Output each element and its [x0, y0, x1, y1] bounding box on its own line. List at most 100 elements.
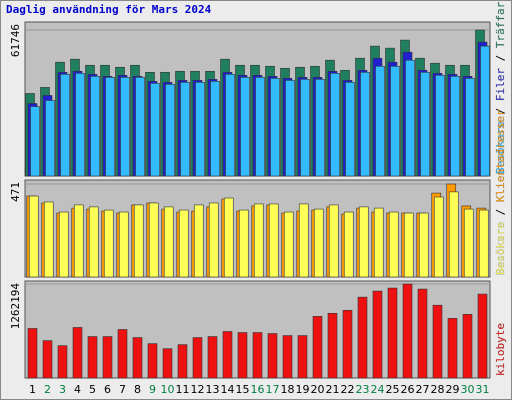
bar [463, 208, 474, 278]
bar [207, 336, 218, 379]
bar [28, 195, 39, 278]
bar [208, 202, 219, 278]
bar [73, 204, 84, 278]
bar [360, 71, 370, 177]
bar [162, 348, 173, 379]
bar [177, 344, 188, 379]
bar [90, 76, 100, 177]
bar [312, 316, 323, 379]
bar [135, 77, 145, 177]
bar [300, 79, 310, 177]
bar [75, 73, 85, 177]
x-tick-label: 19 [296, 383, 310, 396]
bar [480, 45, 490, 177]
bar [298, 203, 309, 278]
bar [433, 196, 444, 278]
bar [132, 337, 143, 379]
bar [342, 309, 353, 379]
bar [225, 74, 235, 177]
x-tick-label: 9 [149, 383, 156, 396]
bar [58, 211, 69, 278]
bar [285, 80, 295, 177]
x-tick-label: 28 [431, 383, 445, 396]
bar [372, 290, 383, 379]
bar [87, 336, 98, 379]
x-tick-label: 23 [356, 383, 370, 396]
x-tick-label: 20 [311, 383, 325, 396]
x-tick-label: 27 [416, 383, 430, 396]
bar [180, 82, 190, 177]
bar [105, 77, 115, 177]
bar [238, 209, 249, 278]
bar [163, 206, 174, 278]
x-tick-label: 13 [206, 383, 220, 396]
x-tick-label: 26 [401, 383, 415, 396]
bar [327, 313, 338, 379]
bar [478, 209, 489, 278]
x-tick-label: 11 [176, 383, 190, 396]
bar [417, 288, 428, 379]
bar [328, 204, 339, 278]
chart-title: Daglig användning för Mars 2024 [6, 3, 212, 16]
x-tick-label: 17 [266, 383, 280, 396]
bar [418, 212, 429, 278]
x-tick-label: 18 [281, 383, 295, 396]
bar [210, 81, 220, 177]
bar [448, 191, 459, 278]
bar [343, 211, 354, 278]
bar [27, 328, 38, 379]
legend-entry: Besökare [494, 121, 507, 174]
bar [315, 79, 325, 177]
x-tick-label: 16 [251, 383, 265, 396]
x-tick-label: 15 [236, 383, 250, 396]
x-tick-label: 7 [119, 383, 126, 396]
bar [148, 202, 159, 278]
bar [195, 82, 205, 177]
bar [405, 59, 415, 177]
bar [120, 77, 130, 177]
x-tick-label: 25 [386, 383, 400, 396]
bar [253, 203, 264, 278]
x-tick-label: 31 [476, 383, 490, 396]
bar [465, 78, 475, 177]
bar [43, 201, 54, 278]
bar [222, 331, 233, 379]
x-tick-label: 5 [89, 383, 96, 396]
bar [267, 333, 278, 379]
legend: Besökare / Klientadresser [494, 109, 507, 275]
y-tick-label: 471 [9, 182, 22, 202]
bar [147, 343, 158, 379]
bar [60, 74, 70, 177]
bar [252, 332, 263, 379]
bar [282, 335, 293, 379]
bar [462, 314, 473, 379]
bar [435, 75, 445, 177]
legend-separator: / [494, 101, 507, 121]
bar [297, 335, 308, 379]
x-tick-label: 4 [74, 383, 81, 396]
bar [57, 345, 68, 379]
bar [118, 211, 129, 278]
bar [133, 204, 144, 278]
bar [388, 211, 399, 278]
bar [178, 209, 189, 278]
legend-separator: / [494, 202, 507, 222]
x-tick-label: 29 [446, 383, 460, 396]
x-tick-label: 1 [29, 383, 36, 396]
bar [165, 84, 175, 177]
bar [88, 206, 99, 278]
bar [193, 204, 204, 278]
x-tick-label: 30 [461, 383, 475, 396]
bar [268, 203, 279, 278]
legend-entry: Träffar [494, 1, 507, 48]
x-tick-label: 8 [134, 383, 141, 396]
x-tick-label: 24 [371, 383, 385, 396]
bar [375, 65, 385, 177]
bar [420, 71, 430, 177]
bar [345, 82, 355, 177]
bar [72, 327, 83, 379]
bar [402, 283, 413, 379]
bar [240, 77, 250, 177]
